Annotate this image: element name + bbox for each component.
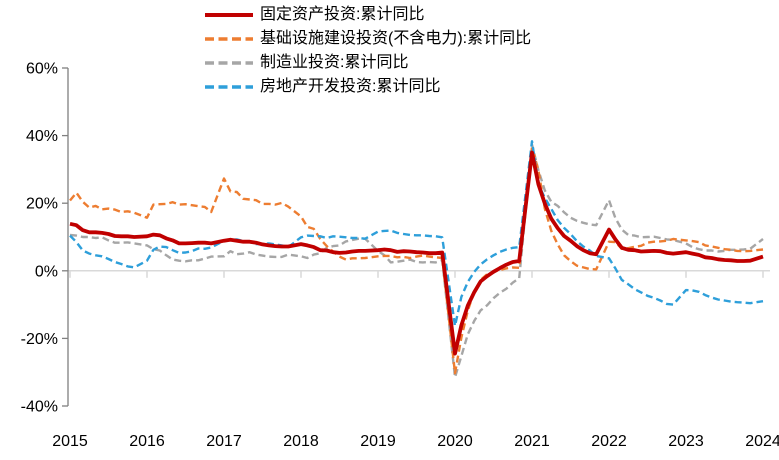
legend-label: 基础设施建设投资(不含电力):累计同比: [260, 30, 532, 47]
x-tick-label: 2022: [591, 433, 627, 450]
chart-legend: 固定资产投资:累计同比 基础设施建设投资(不含电力):累计同比 制造业投资:累计…: [205, 5, 531, 96]
y-tick-label: 40%: [26, 128, 58, 145]
x-tick-label: 2018: [283, 433, 319, 450]
y-tick-label: -20%: [21, 331, 58, 348]
infrastructure-ex-power-line: [69, 145, 764, 375]
x-tick-label: 2016: [129, 433, 165, 450]
legend-label: 制造业投资:累计同比: [260, 54, 409, 71]
legend-item-manufacturing-investment: 制造业投资:累计同比: [205, 53, 531, 72]
y-tick-label: -40%: [21, 399, 58, 416]
x-tick-label: 2017: [206, 433, 242, 450]
legend-line-sample-icon: [205, 12, 253, 17]
y-tick-label: 0%: [35, 263, 58, 280]
y-tick-label: 20%: [26, 196, 58, 213]
x-tick-label: 2015: [52, 433, 88, 450]
legend-label: 固定资产投资:累计同比: [260, 6, 425, 23]
legend-item-fixed-asset-investment: 固定资产投资:累计同比: [205, 5, 531, 24]
x-tick-label: 2019: [360, 433, 396, 450]
legend-item-real-estate-development: 房地产开发投资:累计同比: [205, 77, 531, 96]
legend-label: 房地产开发投资:累计同比: [260, 78, 441, 95]
manufacturing-investment-line: [69, 143, 764, 379]
x-tick-label: 2021: [514, 433, 550, 450]
legend-line-sample-icon: [205, 84, 253, 89]
x-tick-label: 2024: [745, 433, 779, 450]
legend-item-infrastructure-ex-power: 基础设施建设投资(不含电力):累计同比: [205, 29, 531, 48]
x-tick-label: 2020: [437, 433, 473, 450]
legend-line-sample-icon: [205, 60, 253, 65]
y-tick-label: 60%: [26, 61, 58, 78]
legend-line-sample-icon: [205, 36, 253, 41]
fixed-asset-investment-line: [69, 150, 764, 356]
x-tick-label: 2023: [668, 433, 704, 450]
real-estate-development-line: [69, 140, 764, 328]
